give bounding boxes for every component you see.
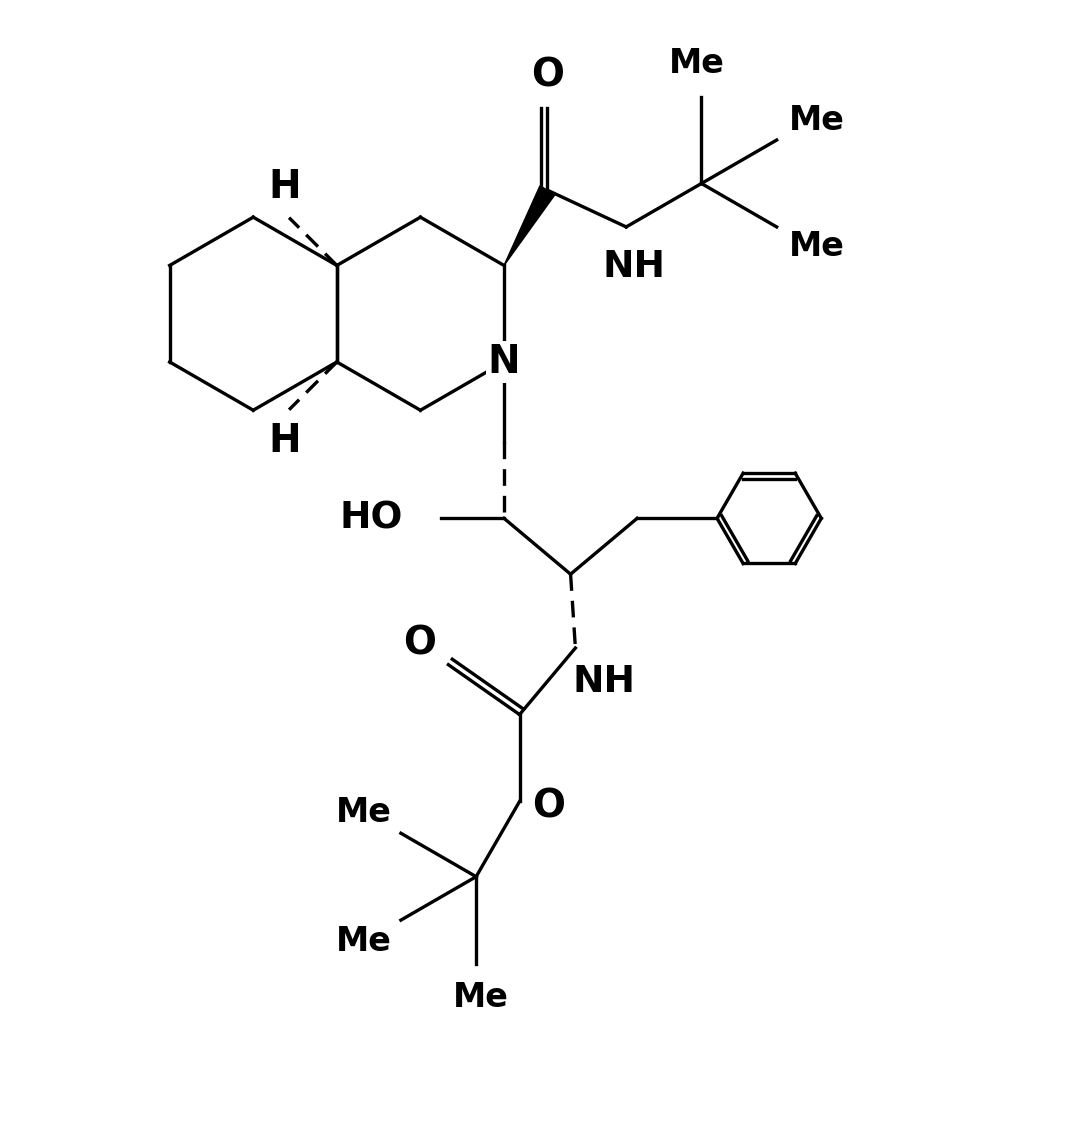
Text: Me: Me bbox=[790, 105, 845, 137]
Text: N: N bbox=[487, 343, 521, 380]
Text: Me: Me bbox=[453, 981, 509, 1014]
Text: HO: HO bbox=[340, 500, 402, 536]
Text: NH: NH bbox=[603, 249, 665, 286]
Text: NH: NH bbox=[572, 664, 636, 699]
Text: Me: Me bbox=[337, 795, 392, 828]
Text: Me: Me bbox=[668, 48, 724, 80]
Polygon shape bbox=[504, 186, 555, 265]
Text: H: H bbox=[268, 421, 300, 460]
Text: Me: Me bbox=[337, 925, 392, 958]
Text: O: O bbox=[532, 787, 565, 826]
Text: Me: Me bbox=[790, 230, 845, 263]
Text: O: O bbox=[402, 624, 436, 663]
Text: O: O bbox=[530, 57, 564, 95]
Text: H: H bbox=[268, 167, 300, 206]
